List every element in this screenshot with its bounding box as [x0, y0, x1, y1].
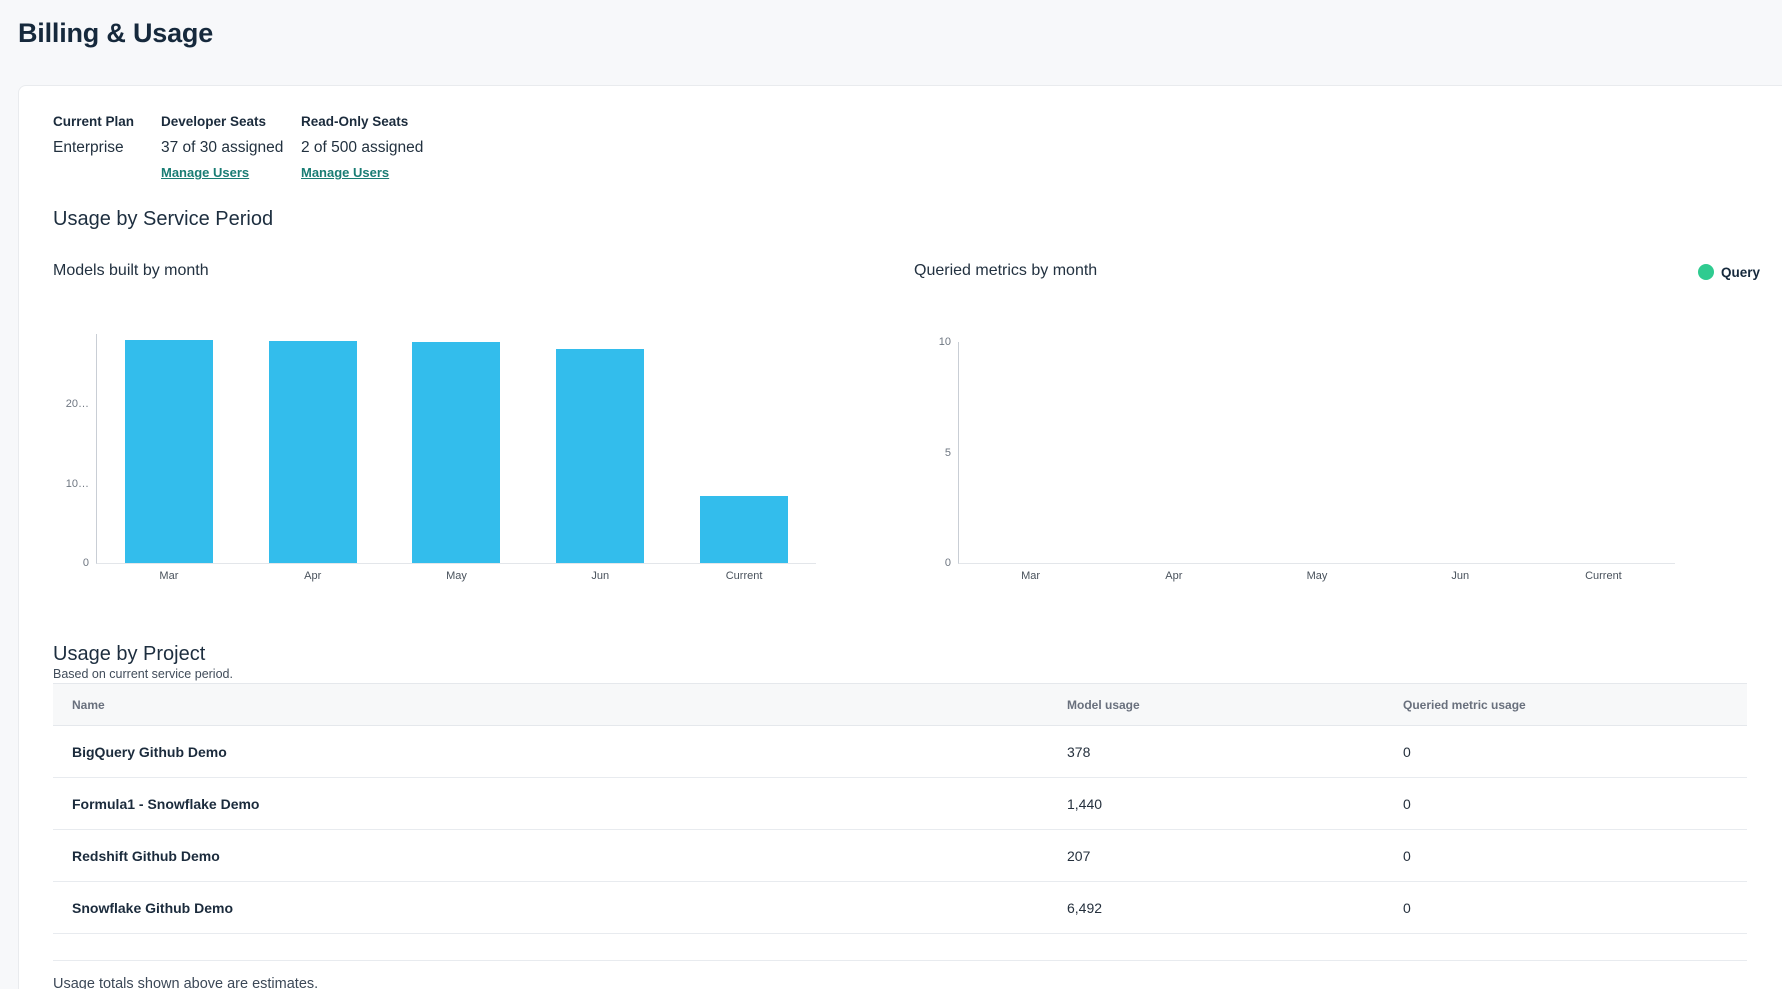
legend-label: Query: [1720, 264, 1760, 280]
bar-column: [385, 334, 529, 563]
manage-users-link[interactable]: Manage Users: [161, 165, 250, 180]
y-axis-tick: 10…: [65, 477, 89, 490]
bar-apr: [268, 341, 357, 563]
bar-column: [1245, 342, 1388, 563]
plan-value: Enterprise: [53, 139, 124, 156]
plan-column: Current Plan Enterprise: [53, 114, 161, 180]
bar-current: [700, 496, 789, 563]
page-title: Billing & Usage: [18, 18, 214, 48]
table-body: BigQuery Github Demo 378 0 Formula1 - Sn…: [53, 725, 1747, 934]
legend-dot-icon: [1697, 264, 1714, 280]
table-row: BigQuery Github Demo 378 0: [53, 725, 1747, 778]
y-axis-tick: 20…: [65, 397, 89, 410]
model-usage-cell: 378: [1067, 725, 1403, 778]
column-header-model-usage: Model usage: [1067, 683, 1403, 726]
bar-column: [1389, 342, 1532, 563]
bar-column: [97, 334, 241, 563]
bar-column: [1532, 342, 1675, 563]
x-axis-label: Current: [725, 570, 763, 582]
x-axis-label: Jun: [591, 570, 610, 582]
table-row: Snowflake Github Demo 6,492 0: [53, 881, 1747, 934]
x-axis-label: Apr: [304, 570, 322, 582]
x-axis: Mar Apr May Jun Current: [959, 570, 1675, 582]
billing-card: Current Plan Enterprise Developer Seats …: [18, 85, 1782, 989]
plan-label: Developer Seats: [161, 114, 267, 129]
usage-footnote: Usage totals shown above are estimates.: [53, 976, 319, 989]
bar-jun: [556, 349, 645, 563]
manage-users-link[interactable]: Manage Users: [301, 165, 390, 180]
x-axis-label: Apr: [1165, 570, 1183, 582]
column-header-name: Name: [53, 683, 1067, 726]
x-axis-label: Current: [1585, 570, 1622, 582]
bar-column: [241, 334, 385, 563]
plan-value: 2 of 500 assigned: [301, 139, 424, 156]
x-axis: Mar Apr May Jun Current: [97, 570, 816, 582]
y-axis-tick: 10: [938, 336, 951, 348]
table-row: Redshift Github Demo 207 0: [53, 829, 1747, 882]
bars-area: [97, 334, 816, 563]
queried-usage-cell: 0: [1403, 725, 1747, 778]
bar-column: [1102, 342, 1245, 563]
x-axis-label: Jun: [1451, 570, 1470, 582]
project-name-cell: Snowflake Github Demo: [53, 881, 1067, 934]
table-header-row: Name Model usage Queried metric usage: [53, 683, 1747, 726]
table-row: Formula1 - Snowflake Demo 1,440 0: [53, 777, 1747, 830]
bar-column: [672, 334, 816, 563]
queried-usage-cell: 0: [1403, 829, 1747, 882]
plan-label: Current Plan: [53, 114, 135, 129]
column-header-queried-metric-usage: Queried metric usage: [1403, 683, 1747, 726]
project-name-cell: Formula1 - Snowflake Demo: [53, 777, 1067, 830]
bar-column: [528, 334, 672, 563]
x-axis-label: May: [446, 570, 467, 582]
project-name-cell: BigQuery Github Demo: [53, 725, 1067, 778]
queried-usage-cell: 0: [1403, 881, 1747, 934]
bars-area: [959, 342, 1675, 563]
usage-by-project-table: Name Model usage Queried metric usage Bi…: [53, 683, 1747, 934]
y-axis-tick: 0: [82, 557, 89, 569]
queried-usage-cell: 0: [1403, 777, 1747, 830]
models-built-chart-title: Models built by month: [53, 262, 209, 279]
model-usage-cell: 1,440: [1067, 777, 1403, 830]
plan-column: Read-Only Seats 2 of 500 assigned Manage…: [301, 114, 423, 180]
plan-summary: Current Plan Enterprise Developer Seats …: [53, 114, 423, 180]
table-footer-strip: [53, 941, 1747, 961]
model-usage-cell: 6,492: [1067, 881, 1403, 934]
x-axis-label: Mar: [159, 570, 179, 582]
usage-by-project-subtitle: Based on current service period.: [53, 667, 233, 681]
y-axis-tick: 5: [944, 446, 951, 459]
bar-mar: [124, 340, 213, 563]
y-axis-tick: 0: [944, 557, 951, 569]
plan-column: Developer Seats 37 of 30 assigned Manage…: [161, 114, 301, 180]
chart-legend: Query: [1697, 264, 1760, 280]
plan-label: Read-Only Seats: [301, 114, 409, 129]
queried-metrics-chart-title: Queried metrics by month: [914, 262, 1098, 279]
model-usage-cell: 207: [1067, 829, 1403, 882]
x-axis-label: May: [1306, 570, 1328, 582]
x-axis-label: Mar: [1021, 570, 1041, 582]
bar-may: [412, 341, 501, 563]
section-title-usage-by-project: Usage by Project: [53, 643, 206, 665]
section-title-usage-by-service-period: Usage by Service Period: [53, 208, 274, 230]
plan-value: 37 of 30 assigned: [161, 139, 284, 156]
bar-column: [959, 342, 1102, 563]
project-name-cell: Redshift Github Demo: [53, 829, 1067, 882]
models-built-chart: 0 10… 20… Mar Apr May Jun Current: [66, 334, 816, 582]
queried-metrics-chart: 0 5 10 Mar Apr May Jun Current: [939, 336, 1675, 582]
